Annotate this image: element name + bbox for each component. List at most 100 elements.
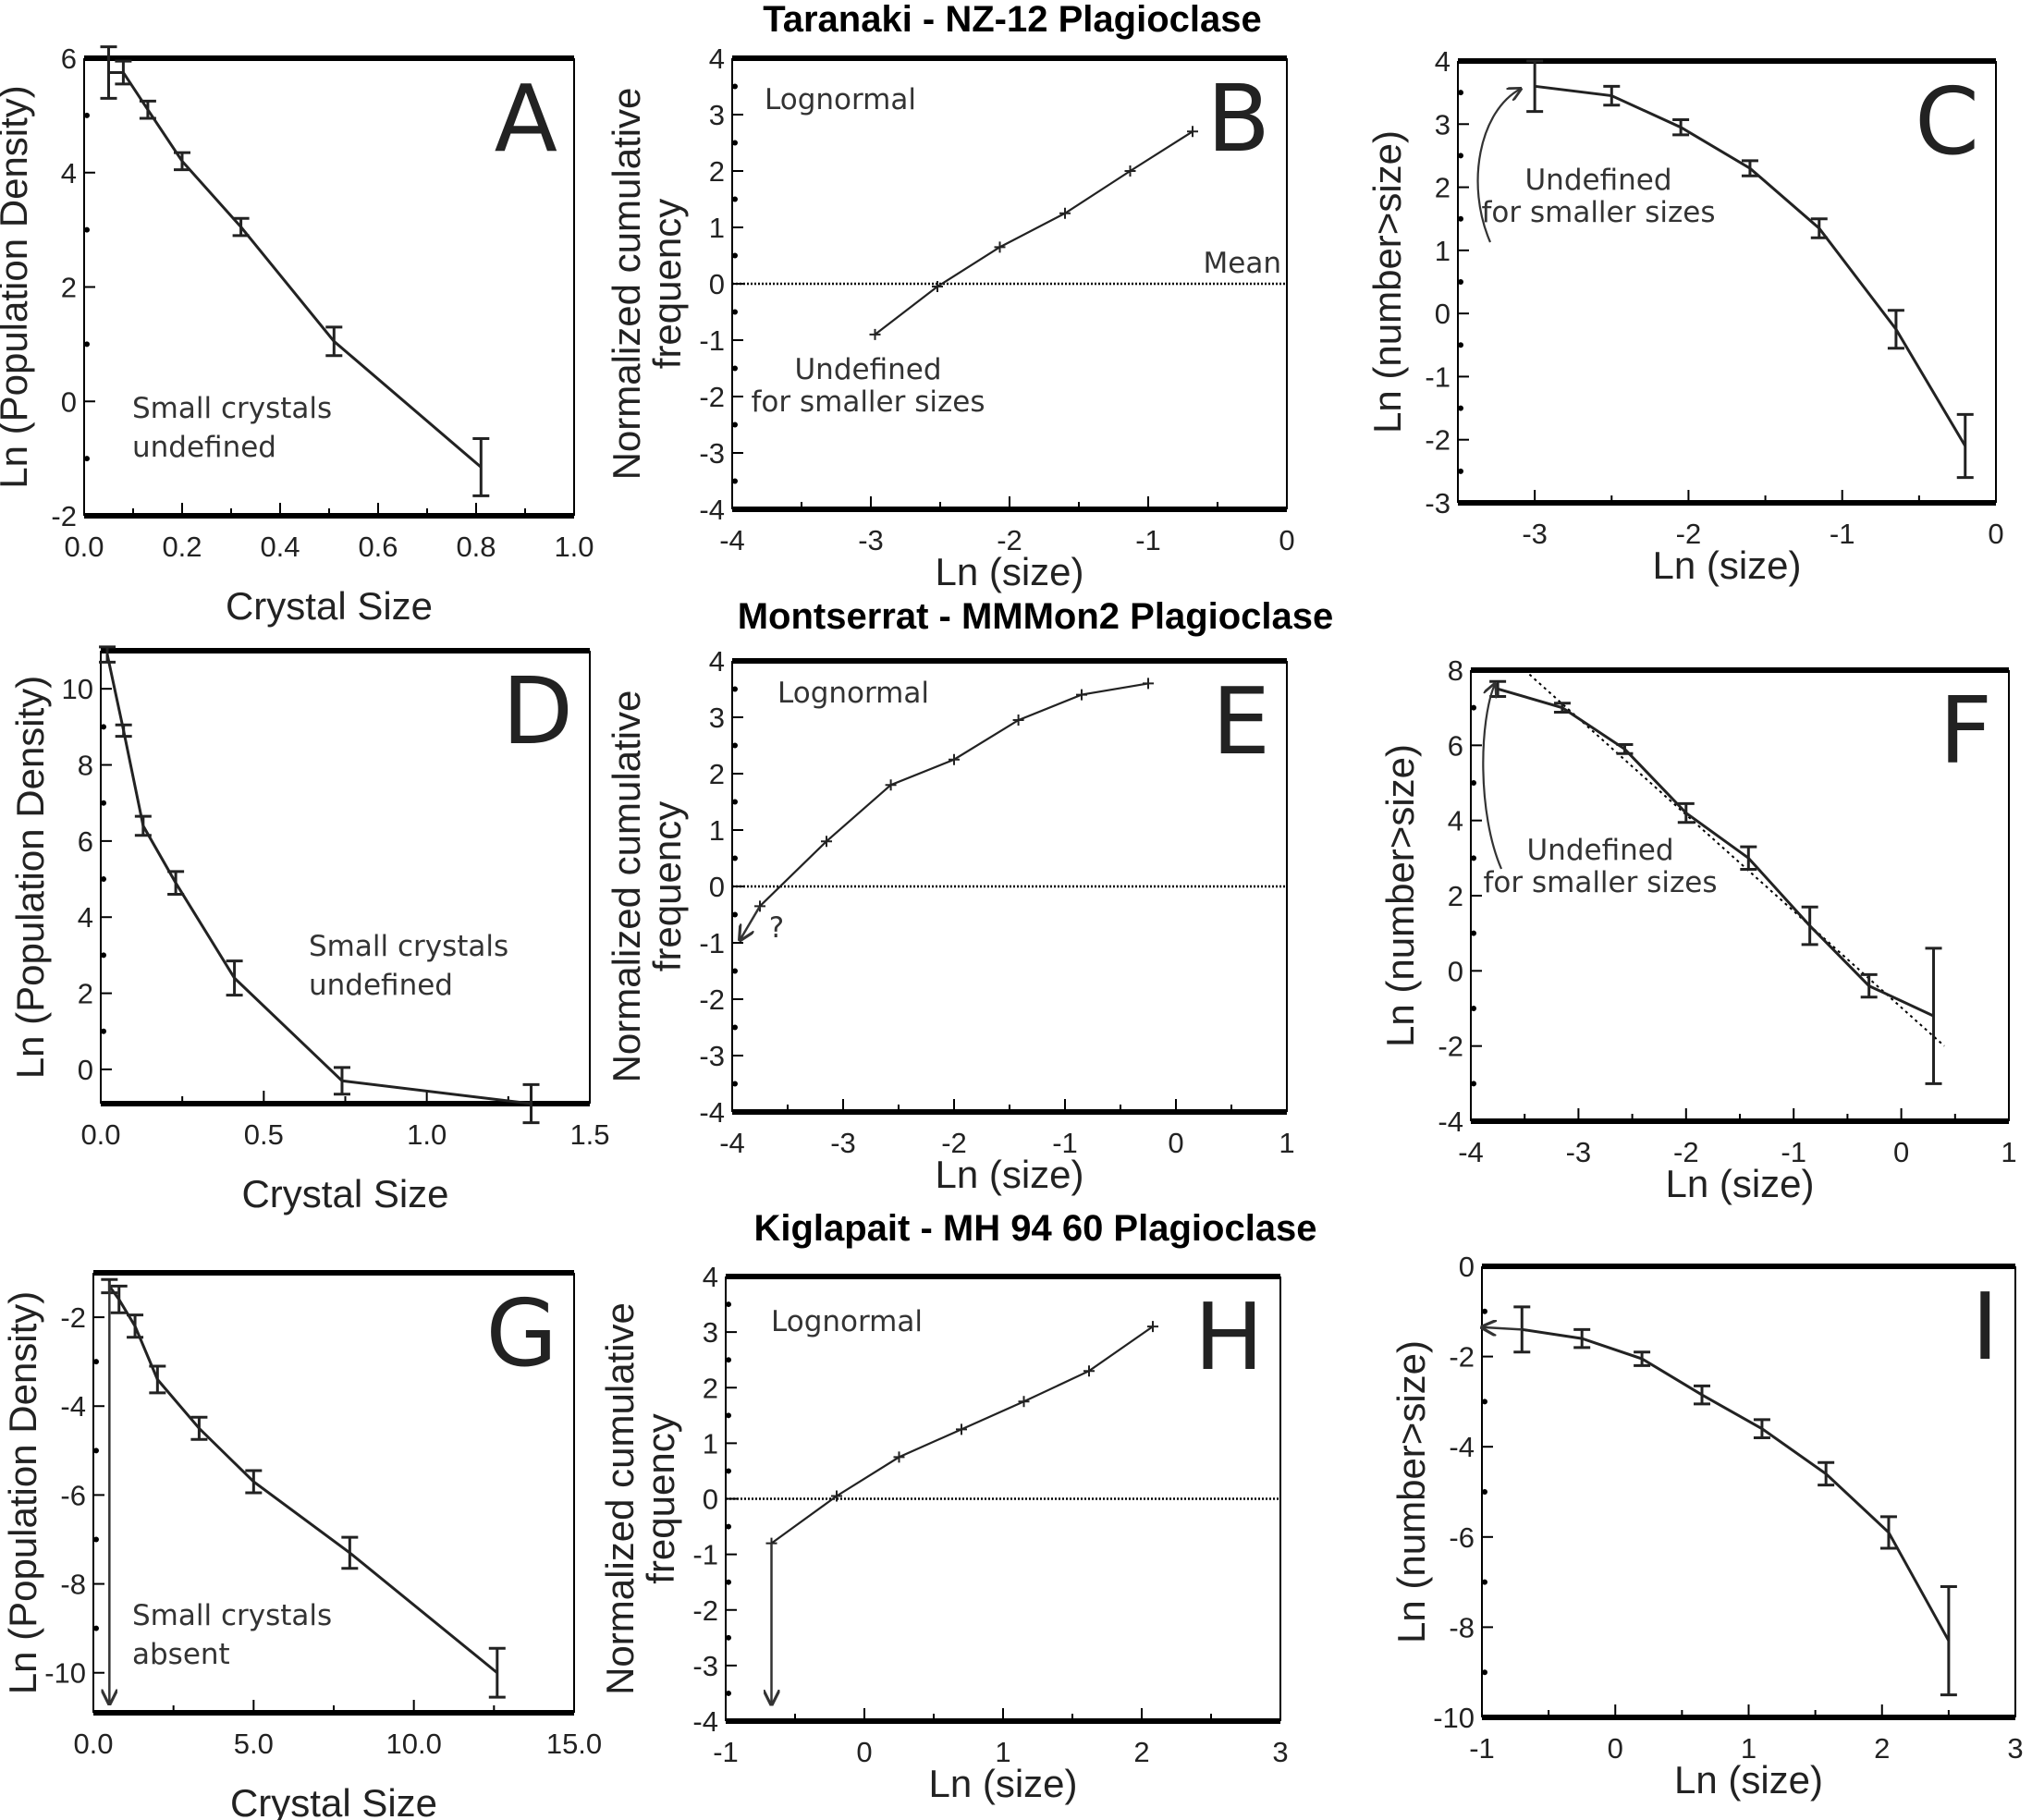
error-bar	[1801, 905, 1818, 947]
error-bar	[1860, 972, 1878, 999]
y-tick-label: -8	[1449, 1611, 1475, 1643]
error-bar	[149, 1364, 166, 1395]
x-tick-label: 0	[1168, 1127, 1183, 1159]
data-point	[1018, 1396, 1030, 1408]
panel-h: -1 0 1 2 3 -4 -3 -2 -1 0 1 2 3 4 Ln (size) Normalized c…	[598, 1261, 1289, 1805]
y-tick-label: -2	[1425, 424, 1451, 457]
data-point	[956, 1423, 967, 1435]
annotation: Small crystals	[132, 392, 332, 425]
y-minor-tick	[732, 855, 738, 861]
y-minor-tick	[732, 309, 738, 315]
error-bar	[115, 723, 132, 739]
data-point	[932, 281, 943, 293]
panel-letter: F	[1939, 677, 1992, 785]
error-bar	[1694, 1384, 1711, 1406]
y-axis-label: Normalized cumulativefrequency	[605, 690, 689, 1083]
y-minor-tick	[1458, 468, 1463, 474]
annotation: Lognormal	[765, 83, 916, 116]
y-tick-label: 2	[78, 978, 93, 1010]
x-tick-label: 0	[1893, 1136, 1909, 1168]
x-tick-label: 1	[1741, 1732, 1757, 1765]
error-bar	[99, 645, 116, 664]
annotation: Undefined	[1524, 164, 1671, 197]
y-minor-tick	[1458, 405, 1463, 411]
data-point	[994, 241, 1006, 253]
y-tick-label: -1	[692, 1539, 718, 1571]
error-bar	[488, 1646, 506, 1699]
x-tick-label: -3	[830, 1127, 856, 1159]
x-tick-label: 0	[1608, 1732, 1623, 1765]
y-minor-tick	[84, 112, 90, 118]
y-tick-label: 2	[709, 758, 725, 790]
x-tick-label: -1	[1052, 1127, 1078, 1159]
data-point	[885, 779, 897, 791]
panel-letter: I	[1972, 1273, 2000, 1381]
error-bar	[174, 151, 190, 172]
y-tick-label: 4	[78, 901, 93, 934]
x-axis-label: Crystal Size	[226, 584, 433, 628]
error-bar	[1672, 118, 1690, 137]
y-tick-label: -4	[60, 1390, 86, 1423]
x-tick-label: -3	[858, 524, 884, 556]
y-axis-label: Ln (number>size)	[1389, 1340, 1433, 1643]
y-tick-label: 2	[709, 155, 725, 188]
panel-f: -4 -3 -2 -1 0 1 -4 -2 0 2 4 6 8 Ln (size) Ln (number>s…	[1378, 654, 2017, 1205]
y-tick-label: 2	[703, 1372, 718, 1404]
y-tick-label: 1	[703, 1427, 718, 1460]
error-bar	[1573, 1327, 1591, 1350]
data-point	[869, 328, 881, 340]
error-bar	[1616, 743, 1634, 755]
error-bar	[1879, 1515, 1897, 1550]
x-tick-label: -1	[1781, 1136, 1806, 1168]
y-tick-label: -2	[699, 983, 725, 1016]
error-bar	[1940, 1584, 1957, 1697]
curved-arrow	[1482, 684, 1503, 870]
series-line	[1534, 84, 1967, 447]
y-tick-label: 0	[78, 1054, 93, 1086]
y-tick-label: 4	[1448, 805, 1463, 837]
x-tick-label: -1	[713, 1736, 739, 1768]
x-tick-label: 2	[1874, 1732, 1890, 1765]
x-tick-label: 0.0	[73, 1728, 113, 1760]
y-minor-tick	[732, 421, 738, 428]
error-bar	[1677, 801, 1695, 824]
y-minor-tick	[726, 1579, 731, 1585]
panel-letter: C	[1915, 67, 1979, 176]
y-tick-label: -6	[60, 1479, 86, 1511]
error-bar	[232, 216, 250, 238]
y-minor-tick	[1471, 1081, 1476, 1087]
y-axis-label: Normalized cumulativefrequency	[605, 88, 689, 481]
data-point	[893, 1451, 905, 1463]
x-tick-label: -4	[719, 524, 745, 556]
y-tick-label: 6	[78, 825, 93, 858]
x-axis-label: Ln (size)	[935, 550, 1083, 593]
curved-arrow	[1476, 89, 1521, 243]
x-tick-label: -2	[997, 524, 1022, 556]
y-tick-label: -1	[1425, 360, 1451, 393]
panel-c: -3 -2 -1 0 -3 -2 -1 0 1 2 3 4 Ln (size) Ln (number>si…	[1365, 45, 2004, 587]
x-tick-label: 0.6	[358, 531, 398, 563]
series-line	[105, 653, 532, 1105]
y-minor-tick	[1482, 1669, 1487, 1676]
error-bar	[110, 1284, 128, 1314]
x-tick-label: -2	[941, 1127, 967, 1159]
series-line	[108, 1285, 498, 1674]
y-tick-label: 6	[1448, 729, 1463, 762]
y-tick-label: 8	[1448, 654, 1463, 687]
y-minor-tick	[732, 742, 738, 749]
annotation: ?	[769, 911, 784, 945]
series-line	[759, 682, 1149, 908]
x-tick-label: 1.0	[554, 531, 594, 563]
data-point	[821, 836, 832, 848]
y-minor-tick	[1458, 215, 1463, 222]
y-minor-tick	[101, 1028, 106, 1034]
error-bar	[341, 1535, 359, 1570]
y-minor-tick	[732, 140, 738, 146]
y-tick-label: -4	[692, 1705, 718, 1738]
y-minor-tick	[93, 1447, 99, 1454]
y-tick-label: -2	[1438, 1031, 1463, 1063]
error-bar	[1810, 217, 1828, 239]
data-point	[1147, 1321, 1158, 1333]
y-minor-tick	[84, 456, 90, 462]
y-tick-label: -3	[699, 437, 725, 470]
